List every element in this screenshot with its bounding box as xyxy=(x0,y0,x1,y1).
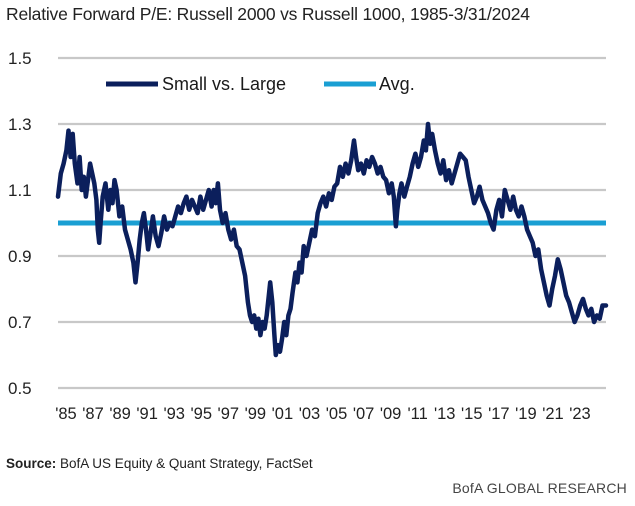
x-tick-label: '03 xyxy=(299,405,321,423)
y-tick-label: 0.5 xyxy=(8,379,32,398)
x-tick-label: '95 xyxy=(191,405,213,423)
source-note: Source: BofA US Equity & Quant Strategy,… xyxy=(6,456,313,471)
y-tick-label: 1.3 xyxy=(8,115,32,134)
series-small-vs-large-line xyxy=(55,121,609,358)
x-tick-label: '01 xyxy=(272,405,294,423)
x-tick-label: '99 xyxy=(245,405,267,423)
chart-title: Relative Forward P/E: Russell 2000 vs Ru… xyxy=(6,4,530,24)
y-tick-label: 1.1 xyxy=(8,181,32,200)
x-tick-label: '19 xyxy=(515,405,537,423)
x-tick-label: '21 xyxy=(542,405,564,423)
x-tick-label: '13 xyxy=(434,405,456,423)
x-tick-label: '05 xyxy=(326,405,348,423)
y-tick-label: 1.5 xyxy=(8,49,32,68)
x-tick-label: '91 xyxy=(136,405,158,423)
y-tick-label: 0.7 xyxy=(8,313,32,332)
legend-label-small-vs-large: Small vs. Large xyxy=(162,74,286,94)
x-tick-label: '15 xyxy=(461,405,483,423)
x-tick-label: '89 xyxy=(109,405,131,423)
x-tick-label: '11 xyxy=(408,405,428,423)
legend-label-avg: Avg. xyxy=(379,74,415,94)
x-tick-label: '23 xyxy=(569,405,591,423)
x-tick-label: '97 xyxy=(218,405,240,423)
x-tick-label: '85 xyxy=(55,405,77,423)
series-layer xyxy=(55,121,609,358)
x-tick-label: '87 xyxy=(82,405,104,423)
source-label: Source: xyxy=(6,456,57,471)
x-tick-label: '07 xyxy=(353,405,375,423)
legend: Small vs. Large Avg. xyxy=(106,74,415,94)
x-tick-label: '93 xyxy=(163,405,185,423)
y-axis-ticks: 1.5 1.3 1.1 0.9 0.7 0.5 xyxy=(8,49,32,398)
x-tick-label: '09 xyxy=(380,405,402,423)
brand-footer: BofA GLOBAL RESEARCH xyxy=(452,480,627,496)
x-tick-label: '17 xyxy=(488,405,510,423)
source-text: BofA US Equity & Quant Strategy, FactSet xyxy=(60,456,313,471)
x-axis-ticks: '85 '87 '89 '91 '93 '95 '97 '99 '01 '03 '05 '07 '09 '… xyxy=(55,405,591,423)
y-tick-label: 0.9 xyxy=(8,247,32,266)
